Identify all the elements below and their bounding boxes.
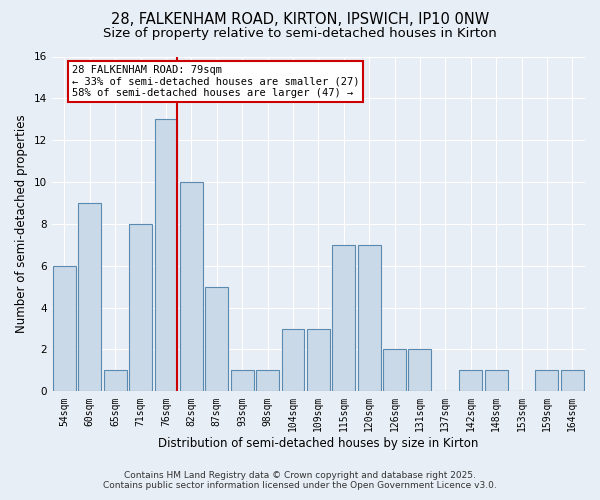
Bar bbox=[180, 182, 203, 392]
Bar bbox=[307, 328, 330, 392]
Bar bbox=[535, 370, 559, 392]
Bar bbox=[256, 370, 279, 392]
Bar bbox=[104, 370, 127, 392]
Bar bbox=[53, 266, 76, 392]
Bar bbox=[358, 245, 380, 392]
Text: Size of property relative to semi-detached houses in Kirton: Size of property relative to semi-detach… bbox=[103, 28, 497, 40]
Bar bbox=[79, 203, 101, 392]
Bar bbox=[281, 328, 304, 392]
X-axis label: Distribution of semi-detached houses by size in Kirton: Distribution of semi-detached houses by … bbox=[158, 437, 479, 450]
Bar bbox=[485, 370, 508, 392]
Bar bbox=[383, 350, 406, 392]
Bar bbox=[129, 224, 152, 392]
Bar bbox=[561, 370, 584, 392]
Bar bbox=[231, 370, 254, 392]
Y-axis label: Number of semi-detached properties: Number of semi-detached properties bbox=[15, 114, 28, 333]
Text: 28, FALKENHAM ROAD, KIRTON, IPSWICH, IP10 0NW: 28, FALKENHAM ROAD, KIRTON, IPSWICH, IP1… bbox=[111, 12, 489, 28]
Bar bbox=[409, 350, 431, 392]
Bar bbox=[459, 370, 482, 392]
Text: 28 FALKENHAM ROAD: 79sqm
← 33% of semi-detached houses are smaller (27)
58% of s: 28 FALKENHAM ROAD: 79sqm ← 33% of semi-d… bbox=[72, 65, 359, 98]
Text: Contains HM Land Registry data © Crown copyright and database right 2025.
Contai: Contains HM Land Registry data © Crown c… bbox=[103, 470, 497, 490]
Bar bbox=[205, 286, 228, 392]
Bar bbox=[332, 245, 355, 392]
Bar bbox=[155, 120, 178, 392]
